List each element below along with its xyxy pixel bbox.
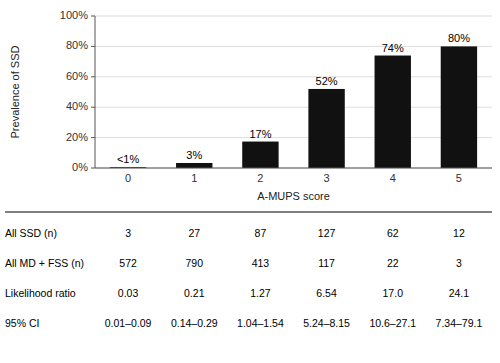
y-tick — [91, 168, 95, 169]
y-tick — [91, 16, 95, 17]
grid-line — [95, 76, 492, 77]
y-tick-label: 80% — [66, 39, 88, 51]
y-tick — [91, 46, 95, 47]
bar — [176, 163, 212, 168]
table-cell: 24.1 — [449, 287, 470, 299]
table-cell: 87 — [255, 227, 267, 239]
data-label: 74% — [382, 42, 404, 54]
table-cell: 1.27 — [250, 287, 271, 299]
x-axis-line — [95, 168, 492, 169]
table-cell: 0.03 — [118, 287, 139, 299]
y-tick-label: 60% — [66, 70, 88, 82]
x-tick-label: 1 — [191, 172, 197, 184]
table-cell: 413 — [252, 257, 270, 269]
x-tick-label: 0 — [125, 172, 131, 184]
x-tick-label: 4 — [390, 172, 396, 184]
data-label: 52% — [316, 75, 338, 87]
table-cell: 10.6–27.1 — [369, 317, 416, 329]
y-axis: 0% 20% 40% 60% 80% 100% — [60, 9, 95, 173]
data-label: 17% — [249, 128, 271, 140]
table-row-label: Likelihood ratio — [5, 287, 76, 299]
table-cell: 3 — [456, 257, 462, 269]
bar — [441, 46, 477, 168]
x-axis-label: A-MUPS score — [257, 190, 330, 202]
table-cell: 1.04–1.54 — [237, 317, 284, 329]
y-tick — [91, 107, 95, 108]
x-axis: 0 1 2 3 4 5 — [125, 172, 462, 184]
table: All SSD (n) 3 27 87 127 62 12 All MD + FSS (n) 5… — [5, 212, 492, 329]
table-row-label: All MD + FSS (n) — [5, 257, 84, 269]
table-cell: 3 — [125, 227, 131, 239]
y-tick-label: 0% — [72, 161, 88, 173]
table-cell: 117 — [318, 257, 335, 269]
x-tick-label: 3 — [324, 172, 330, 184]
grid — [95, 16, 492, 168]
table-cell: 22 — [387, 257, 399, 269]
x-tick-label: 2 — [257, 172, 263, 184]
table-cell: 6.54 — [316, 287, 337, 299]
y-tick-label: 20% — [66, 131, 88, 143]
grid-line — [95, 107, 492, 108]
table-row-label: All SSD (n) — [5, 227, 57, 239]
y-tick — [91, 76, 95, 77]
data-label: <1% — [117, 153, 140, 165]
table-cell: 62 — [387, 227, 399, 239]
y-tick — [91, 137, 95, 138]
table-cell: 5.24–8.15 — [303, 317, 350, 329]
chart: 0% 20% 40% 60% 80% 100% Prevalence of SSD <1% 3%… — [0, 0, 500, 363]
table-cell: 7.34–79.1 — [436, 317, 483, 329]
table-cell: 17.0 — [383, 287, 404, 299]
table-cell: 572 — [119, 257, 137, 269]
bars — [110, 46, 477, 168]
y-tick-label: 40% — [66, 100, 88, 112]
grid-line — [95, 16, 492, 17]
bar — [375, 56, 411, 168]
table-separator — [5, 212, 492, 213]
bar — [308, 89, 344, 168]
table-row-label: 95% CI — [5, 317, 39, 329]
table-cell: 12 — [453, 227, 465, 239]
y-axis-label: Prevalence of SSD — [9, 45, 21, 138]
table-cell: 127 — [318, 227, 336, 239]
table-cell: 0.01–0.09 — [105, 317, 152, 329]
grid-line — [95, 168, 492, 169]
grid-line — [95, 137, 492, 138]
table-cell: 790 — [185, 257, 203, 269]
bar — [242, 142, 278, 168]
table-cell: 27 — [188, 227, 200, 239]
y-axis-line — [95, 16, 96, 168]
data-label: 3% — [186, 149, 202, 161]
y-tick-label: 100% — [60, 9, 88, 21]
table-cell: 0.21 — [184, 287, 205, 299]
table-cell: 0.14–0.29 — [171, 317, 218, 329]
x-tick-label: 5 — [456, 172, 462, 184]
grid-line — [95, 46, 492, 47]
data-label: 80% — [448, 32, 470, 44]
data-labels: <1% 3% 17% 52% 74% 80% — [117, 32, 470, 165]
